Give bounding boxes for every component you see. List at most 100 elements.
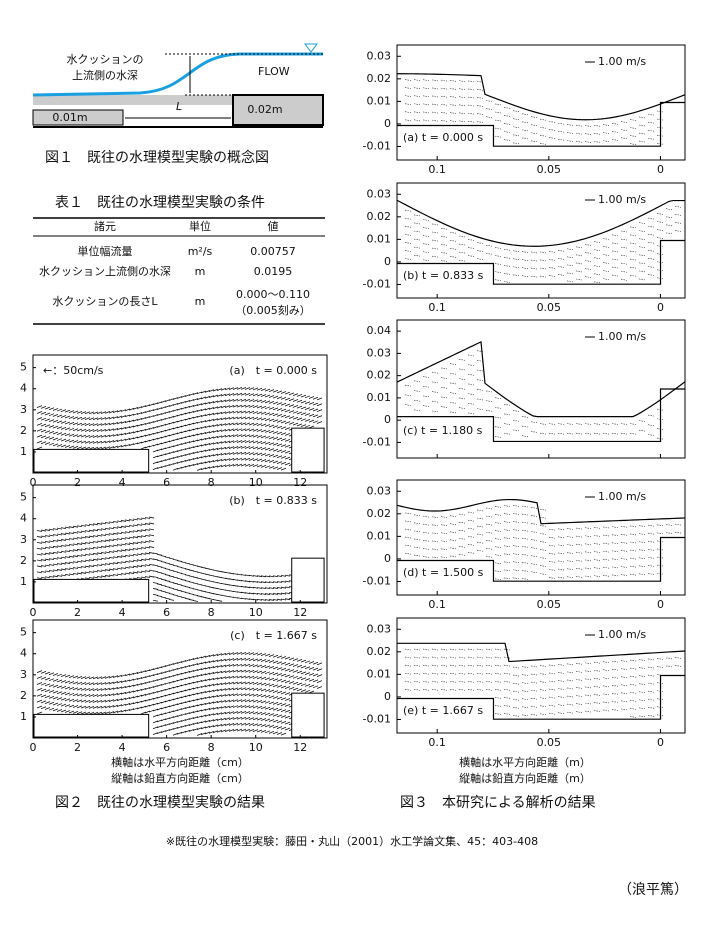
vector	[108, 428, 115, 432]
vector	[232, 428, 239, 432]
vector	[638, 525, 646, 527]
vector	[36, 405, 43, 409]
vector	[140, 411, 147, 414]
vector	[449, 88, 457, 90]
vector	[268, 424, 275, 428]
vector	[200, 402, 207, 406]
vector	[602, 709, 610, 712]
vector	[280, 598, 287, 601]
vector	[152, 667, 159, 671]
vector	[68, 410, 75, 413]
vector	[503, 656, 511, 659]
vector	[449, 104, 457, 106]
vector	[88, 435, 95, 438]
vector	[188, 681, 195, 685]
vector	[116, 704, 123, 708]
vector	[116, 538, 123, 540]
vector	[224, 729, 231, 732]
vector	[440, 680, 448, 683]
vector	[108, 681, 115, 685]
vector	[172, 408, 179, 412]
vector	[156, 419, 163, 422]
vector	[593, 281, 601, 284]
vector	[620, 129, 628, 131]
vector	[48, 442, 55, 446]
vector	[168, 581, 175, 584]
vector	[68, 561, 75, 564]
vector	[244, 574, 251, 577]
vector	[252, 598, 259, 601]
vector	[232, 652, 239, 655]
vector	[602, 550, 610, 553]
vector	[152, 576, 159, 579]
vector	[236, 722, 243, 726]
vector	[264, 587, 271, 590]
vector	[232, 440, 239, 443]
vector	[458, 689, 466, 691]
vector	[539, 673, 547, 675]
vector	[458, 251, 466, 254]
vector	[84, 547, 91, 550]
vector	[566, 679, 574, 682]
vector	[52, 551, 59, 554]
vector	[136, 541, 143, 544]
vector	[140, 688, 147, 691]
vector	[260, 682, 267, 686]
vector	[184, 694, 191, 698]
vector	[132, 430, 139, 434]
vector	[530, 275, 538, 278]
vector	[136, 553, 143, 556]
vector	[136, 571, 143, 573]
vector	[308, 402, 315, 405]
vector	[124, 443, 131, 447]
vector	[656, 237, 664, 239]
vector	[413, 399, 421, 402]
vector	[620, 423, 628, 425]
vector	[521, 682, 529, 684]
vector	[304, 401, 311, 405]
vector	[172, 414, 179, 418]
vector	[200, 708, 207, 712]
vector	[116, 409, 123, 413]
vector	[629, 143, 637, 145]
vector	[172, 721, 179, 724]
vector	[152, 726, 159, 730]
vector	[404, 552, 412, 555]
vector	[292, 675, 299, 679]
vector	[264, 718, 271, 722]
vector	[252, 723, 259, 727]
vector	[104, 699, 111, 703]
vector	[200, 732, 207, 736]
vector	[192, 439, 199, 443]
vector	[248, 586, 255, 589]
vector	[584, 694, 592, 697]
vector	[92, 694, 99, 697]
vector	[620, 708, 628, 711]
vector	[404, 111, 412, 114]
vector	[156, 583, 163, 586]
vector	[152, 402, 159, 406]
vector	[431, 111, 439, 114]
vector	[212, 659, 219, 663]
vector	[128, 696, 135, 700]
vector	[431, 371, 439, 374]
vector	[232, 387, 239, 390]
vector	[272, 407, 279, 411]
vector	[248, 393, 255, 396]
vector	[76, 525, 83, 528]
vector	[216, 729, 223, 733]
vector	[512, 529, 520, 531]
vector	[316, 686, 323, 689]
vector	[132, 577, 139, 580]
legend: 1.00 m/s	[598, 330, 646, 343]
vector	[575, 423, 583, 425]
vector	[212, 459, 219, 463]
vector	[60, 568, 67, 571]
vector	[256, 575, 263, 578]
vector	[52, 408, 59, 411]
vector	[272, 666, 279, 670]
vector	[196, 468, 203, 471]
vector	[104, 693, 111, 697]
vector	[164, 705, 171, 709]
vector	[148, 668, 155, 672]
